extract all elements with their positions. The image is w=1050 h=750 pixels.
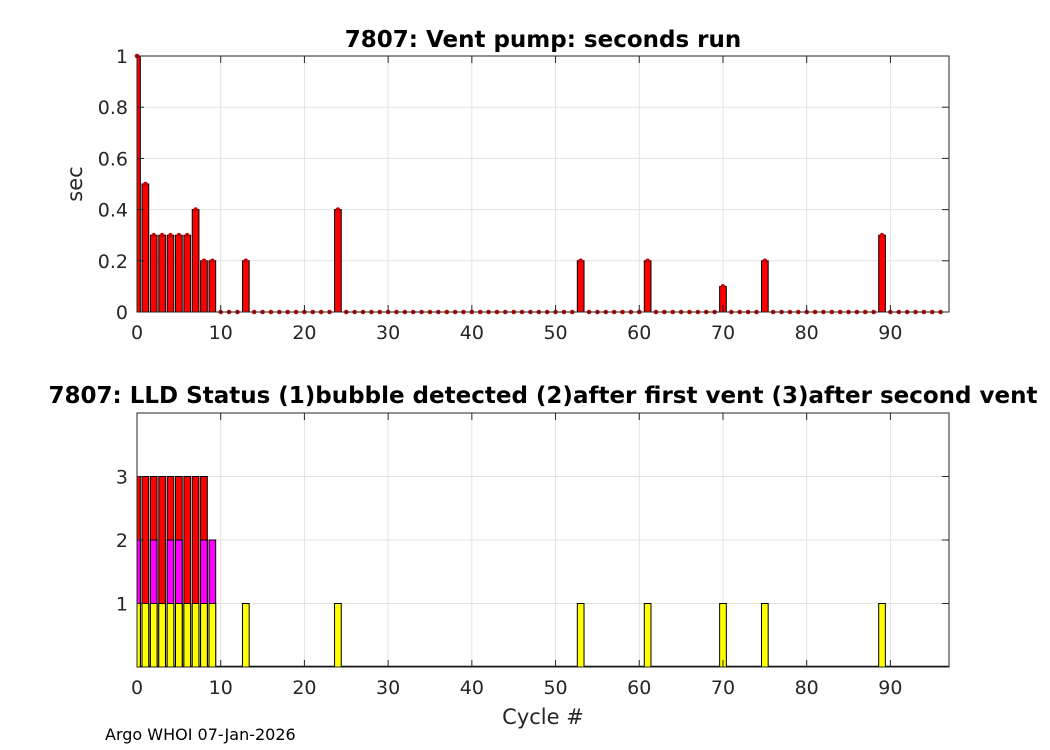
vent-pump-bar: [149, 234, 158, 313]
lld-bar-1-bubble-detected: [200, 603, 208, 668]
lld-bar-1-bubble-detected: [643, 603, 652, 668]
lld-bar-1-bubble-detected: [136, 603, 141, 668]
vent-pump-xtick-label: 60: [627, 322, 651, 344]
vent-pump-xtick-label: 0: [131, 322, 143, 344]
vent-pump-marker: [335, 207, 341, 212]
lld-bar-1-bubble-detected: [208, 603, 217, 668]
vent-pump-xtick-label: 50: [543, 322, 567, 344]
vent-pump-marker: [645, 258, 650, 264]
vent-pump-xtick-label: 30: [376, 322, 400, 344]
vent-pump-marker: [143, 181, 148, 187]
lld-bar-1-bubble-detected: [241, 603, 250, 668]
vent-pump-bar: [141, 183, 150, 313]
vent-pump-xtick-label: 80: [795, 322, 819, 344]
lld-bar-1-bubble-detected: [183, 603, 192, 668]
vent-pump-marker: [184, 232, 190, 238]
lld-xtick-label: 10: [209, 677, 233, 699]
vent-pump-bar: [175, 234, 183, 313]
vent-pump-ylabel: sec: [63, 166, 87, 201]
lld-bar-1-bubble-detected: [760, 603, 769, 668]
lld-status-panel: 0 10 20 30 40 50 60 70 80 90 1 2 3 7807: LLD Status …: [49, 383, 1038, 729]
vent-pump-xtick-label: 40: [460, 322, 484, 344]
vent-pump-title: 7807: Vent pump: seconds run: [345, 27, 742, 53]
vent-pump-marker: [176, 232, 182, 238]
vent-pump-marker: [720, 284, 726, 289]
lld-bar-1-bubble-detected: [166, 603, 175, 668]
vent-pump-bar: [136, 55, 141, 313]
vent-pump-ytick-label: 0.6: [98, 148, 128, 170]
lld-ticks: 0 10 20 30 40 50 60 70 80 90 1 2 3: [116, 413, 949, 699]
lld-xtick-label: 0: [131, 677, 143, 699]
vent-pump-marker: [159, 232, 165, 238]
vent-pump-marker: [879, 232, 885, 238]
vent-pump-ticks: 0 10 20 30 40 50 60 70 80 90 0 0.2 0.4 0.6 0.8 1: [98, 46, 949, 344]
vent-pump-bar: [191, 209, 200, 313]
lld-ytick-label: 3: [116, 467, 128, 489]
lld-ytick-label: 1: [116, 594, 128, 616]
lld-bar-1-bubble-detected: [158, 603, 166, 668]
lld-ytick-label: 2: [116, 530, 128, 552]
vent-pump-marker: [243, 258, 249, 264]
vent-pump-marker: [762, 258, 768, 264]
vent-pump-xtick-label: 90: [878, 322, 902, 344]
lld-xtick-label: 80: [795, 677, 819, 699]
lld-xtick-label: 20: [292, 677, 316, 699]
lld-bar-1-bubble-detected: [175, 603, 183, 668]
vent-pump-bar: [643, 260, 652, 313]
vent-pump-panel: 0 10 20 30 40 50 60 70 80 90 0 0.2 0.4 0.6 0.8 1 7807: …: [63, 27, 950, 344]
lld-xtick-label: 90: [878, 677, 902, 699]
lld-bars: [136, 476, 949, 668]
vent-pump-marker: [210, 258, 215, 264]
vent-pump-bar: [208, 260, 217, 313]
vent-pump-bar: [166, 234, 175, 313]
lld-xtick-label: 60: [627, 677, 651, 699]
lld-bar-1-bubble-detected: [141, 603, 150, 668]
vent-pump-bar: [158, 234, 166, 313]
vent-pump-marker: [578, 258, 583, 264]
vent-pump-bar: [760, 260, 769, 313]
vent-pump-ytick-label: 1: [116, 46, 128, 68]
vent-pump-bar: [183, 234, 192, 313]
vent-pump-bar: [576, 260, 585, 313]
lld-xlabel: Cycle #: [502, 705, 584, 729]
vent-pump-ytick-label: 0.4: [98, 200, 128, 222]
vent-pump-xtick-label: 10: [209, 322, 233, 344]
vent-pump-axes-bg: [137, 56, 949, 312]
vent-pump-bar: [200, 260, 208, 313]
vent-pump-xtick-label: 20: [292, 322, 316, 344]
footer-credit: Argo WHOI 07-Jan-2026: [105, 725, 296, 744]
lld-xtick-label: 40: [460, 677, 484, 699]
lld-bar-1-bubble-detected: [719, 603, 727, 668]
lld-xtick-label: 30: [376, 677, 400, 699]
lld-xtick-label: 50: [543, 677, 567, 699]
vent-pump-bar: [241, 260, 250, 313]
vent-pump-marker: [168, 232, 173, 238]
vent-pump-bar: [334, 209, 342, 313]
lld-bar-1-bubble-detected: [878, 603, 886, 668]
vent-pump-marker: [193, 207, 198, 212]
vent-pump-bar: [878, 234, 886, 313]
vent-pump-marker: [201, 258, 207, 264]
lld-bar-1-bubble-detected: [149, 603, 158, 668]
lld-xtick-label: 70: [711, 677, 735, 699]
lld-bar-1-bubble-detected: [191, 603, 200, 668]
vent-pump-ytick-label: 0.8: [98, 97, 128, 119]
vent-pump-ytick-label: 0: [116, 302, 128, 324]
lld-title: 7807: LLD Status (1)bubble detected (2)a…: [49, 383, 1038, 409]
vent-pump-ytick-label: 0.2: [98, 251, 128, 273]
vent-pump-marker: [151, 232, 157, 238]
vent-pump-xtick-label: 70: [711, 322, 735, 344]
vent-pump-axes-box: [136, 55, 950, 313]
lld-bar-1-bubble-detected: [576, 603, 585, 668]
lld-bar-1-bubble-detected: [334, 603, 342, 668]
